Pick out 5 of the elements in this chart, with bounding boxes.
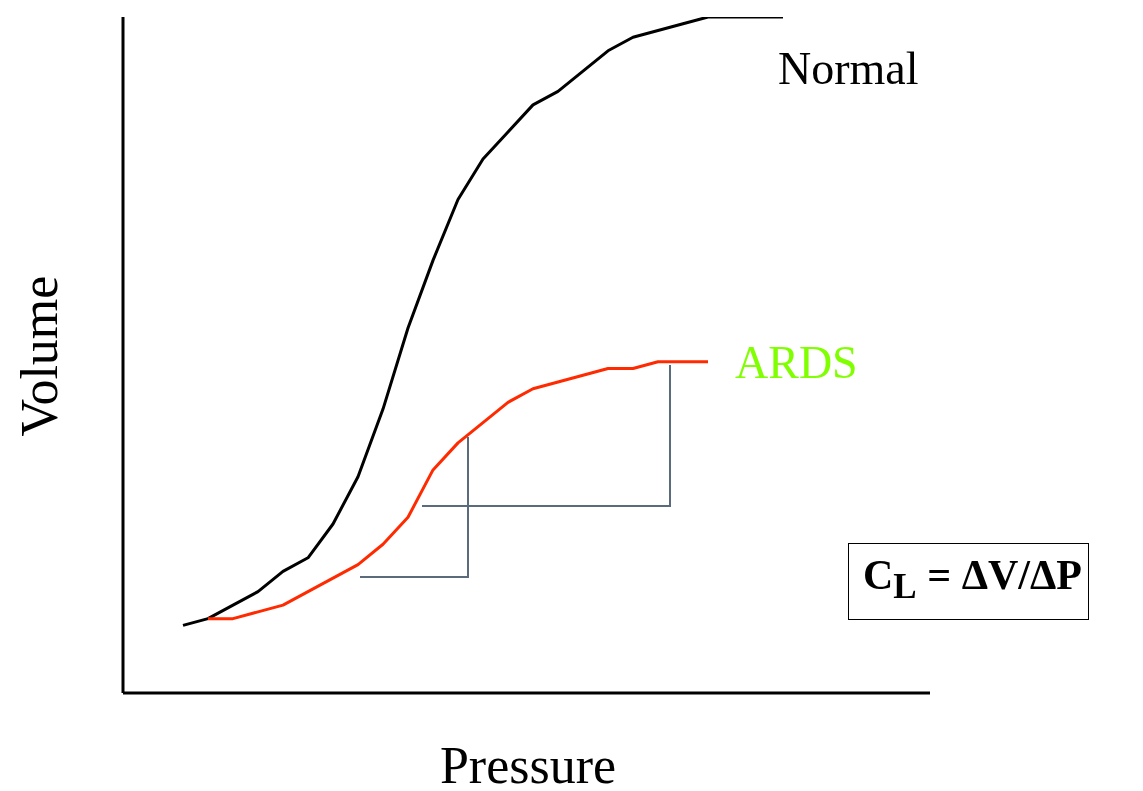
series-label: Normal (778, 43, 919, 94)
y-axis-title: Volume (11, 274, 68, 439)
series-label: ARDS (735, 337, 858, 388)
annotation: C$_{L}$ = ΔV/ΔP (848, 543, 1089, 620)
x-axis-title: Pressure (438, 737, 618, 791)
